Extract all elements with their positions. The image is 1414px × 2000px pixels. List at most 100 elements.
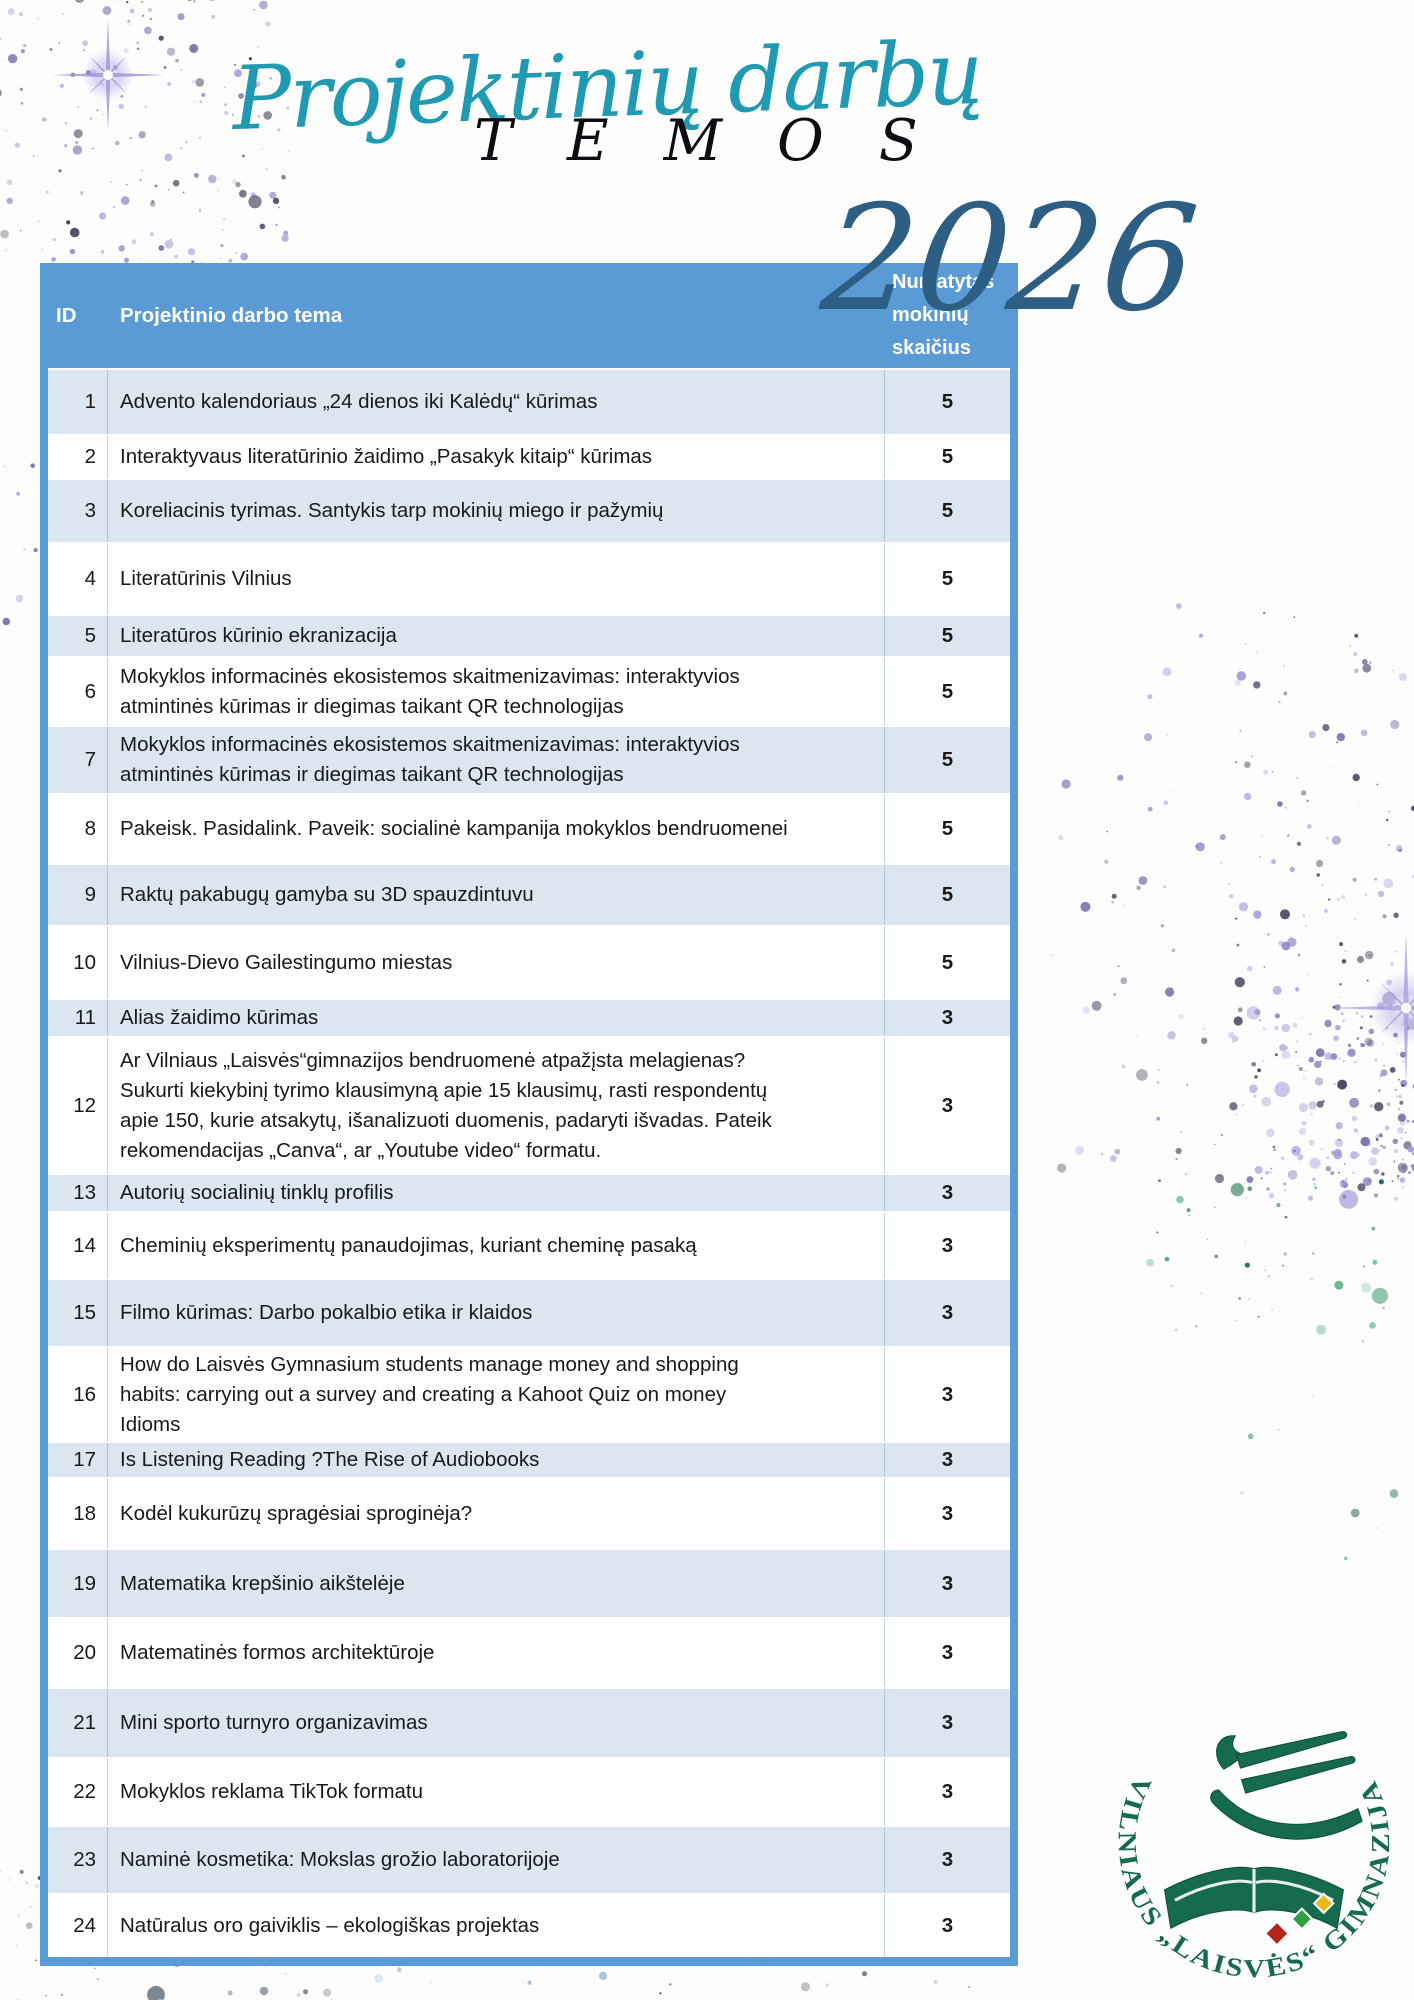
row-count: 5 xyxy=(941,883,954,906)
table-row: 10 Vilnius-Dievo Gailestingumo miestas 5 xyxy=(48,925,1010,998)
row-count: 5 xyxy=(941,950,954,974)
table-row: 15 Filmo kūrimas: Darbo pokalbio etika ir… xyxy=(48,1278,1010,1346)
col-header-theme: Projektinio darbo tema xyxy=(120,303,343,327)
row-id: 4 xyxy=(48,544,108,614)
row-id: 2 xyxy=(48,436,108,478)
row-count: 3 xyxy=(941,1711,954,1734)
row-theme: Koreliacinis tyrimas. Santykis tarp moki… xyxy=(108,480,885,542)
table-row: 20 Matematinės formos architektūroje 3 xyxy=(48,1617,1010,1687)
row-theme: How do Laisvės Gymnasium students manage… xyxy=(108,1348,885,1441)
row-theme: Mokyklos reklama TikTok formatu xyxy=(108,1759,885,1825)
table-row: 11 Alias žaidimo kūrimas 3 xyxy=(48,998,1010,1036)
row-count: 3 xyxy=(941,1382,954,1406)
row-count: 3 xyxy=(941,1501,954,1525)
row-count: 3 xyxy=(941,1848,954,1871)
row-count: 3 xyxy=(941,1181,954,1204)
row-theme: Naminė kosmetika: Mokslas grožio laborat… xyxy=(108,1827,885,1893)
table-row: 19 Matematika krepšinio aikštelėje 3 xyxy=(48,1548,1010,1617)
row-id: 21 xyxy=(48,1689,108,1757)
starburst-top-left xyxy=(52,19,164,131)
row-theme: Literatūros kūrinio ekranizacija xyxy=(108,616,885,656)
row-id: 15 xyxy=(48,1280,108,1346)
row-id: 18 xyxy=(48,1479,108,1548)
col-header-id: ID xyxy=(56,303,77,327)
table-row: 7 Mokyklos informacinės ekosistemos skait… xyxy=(48,725,1010,793)
table-row: 16 How do Laisvės Gymnasium students mana… xyxy=(48,1346,1010,1441)
row-theme: Interaktyvaus literatūrinio žaidimo „Pas… xyxy=(108,436,885,478)
row-count: 5 xyxy=(941,567,954,590)
row-id: 7 xyxy=(48,727,108,793)
page-title-year: 2026 xyxy=(815,174,1205,344)
row-theme: Advento kalendoriaus „24 dienos iki Kalė… xyxy=(108,370,885,434)
row-count: 5 xyxy=(941,445,954,468)
row-count: 5 xyxy=(941,748,954,771)
row-count: 3 xyxy=(941,1780,954,1803)
row-id: 20 xyxy=(48,1619,108,1687)
table-row: 22 Mokyklos reklama TikTok formatu 3 xyxy=(48,1757,1010,1825)
table-row: 1 Advento kalendoriaus „24 dienos iki Kal… xyxy=(48,368,1010,434)
row-count: 3 xyxy=(941,1641,954,1664)
row-id: 5 xyxy=(48,616,108,656)
table-row: 21 Mini sporto turnyro organizavimas 3 xyxy=(48,1687,1010,1757)
row-count: 3 xyxy=(941,1233,954,1257)
table-row: 9 Raktų pakabugų gamyba su 3D spauzdintuv… xyxy=(48,863,1010,925)
row-count: 3 xyxy=(941,1301,954,1324)
table-row: 17 Is Listening Reading ?The Rise of Audi… xyxy=(48,1441,1010,1477)
row-theme: Matematinės formos architektūroje xyxy=(108,1619,885,1687)
row-theme: Autorių socialinių tinklų profilis xyxy=(108,1175,885,1211)
row-theme: Raktų pakabugų gamyba su 3D spauzdintuvu xyxy=(108,865,885,925)
row-theme: Matematika krepšinio aikštelėje xyxy=(108,1550,885,1617)
row-id: 3 xyxy=(48,480,108,542)
row-count: 5 xyxy=(941,679,954,703)
row-id: 8 xyxy=(48,795,108,863)
table-row: 8 Pakeisk. Pasidalink. Paveik: socialinė … xyxy=(48,793,1010,863)
row-theme: Cheminių eksperimentų panaudojimas, kuri… xyxy=(108,1213,885,1278)
row-theme: Mokyklos informacinės ekosistemos skaitm… xyxy=(108,727,885,793)
row-theme: Mini sporto turnyro organizavimas xyxy=(108,1689,885,1757)
row-theme: Filmo kūrimas: Darbo pokalbio etika ir k… xyxy=(108,1280,885,1346)
row-count: 5 xyxy=(941,817,954,840)
table-row: 5 Literatūros kūrinio ekranizacija 5 xyxy=(48,614,1010,656)
table-row: 2 Interaktyvaus literatūrinio žaidimo „Pa… xyxy=(48,434,1010,478)
table-row: 3 Koreliacinis tyrimas. Santykis tarp mok… xyxy=(48,478,1010,542)
page-title-caps: TEMOS xyxy=(474,108,973,174)
table-row: 23 Naminė kosmetika: Mokslas grožio labor… xyxy=(48,1825,1010,1893)
row-theme: Kodėl kukurūzų spragėsiai sproginėja? xyxy=(108,1479,885,1548)
table-row: 14 Cheminių eksperimentų panaudojimas, ku… xyxy=(48,1211,1010,1278)
row-id: 23 xyxy=(48,1827,108,1893)
row-count: 3 xyxy=(941,1006,954,1029)
row-count: 5 xyxy=(941,499,954,522)
row-id: 24 xyxy=(48,1895,108,1957)
table-row: 6 Mokyklos informacinės ekosistemos skait… xyxy=(48,656,1010,725)
row-id: 11 xyxy=(48,1000,108,1036)
row-id: 17 xyxy=(48,1443,108,1477)
row-id: 16 xyxy=(48,1348,108,1441)
table-row: 24 Natūralus oro gaiviklis – ekologiškas … xyxy=(48,1893,1010,1957)
table-row: 4 Literatūrinis Vilnius 5 xyxy=(48,542,1010,614)
row-id: 19 xyxy=(48,1550,108,1617)
table-header-row: ID Projektinio darbo tema Numatytas moki… xyxy=(48,263,1010,368)
row-count: 5 xyxy=(941,390,954,413)
row-count: 5 xyxy=(941,624,954,647)
starburst-right-edge xyxy=(1330,932,1414,1084)
row-theme: Pakeisk. Pasidalink. Paveik: socialinė k… xyxy=(108,795,885,863)
row-theme: Is Listening Reading ?The Rise of Audiob… xyxy=(108,1443,885,1477)
row-theme: Natūralus oro gaiviklis – ekologiškas pr… xyxy=(108,1895,885,1957)
table-body: 1 Advento kalendoriaus „24 dienos iki Kal… xyxy=(48,368,1010,1957)
row-theme: Ar Vilniaus „Laisvės“gimnazijos bendruom… xyxy=(108,1038,885,1173)
logo-dove-book-emblem xyxy=(1163,1731,1363,1947)
table-row: 18 Kodėl kukurūzų spragėsiai sproginėja? 3 xyxy=(48,1477,1010,1548)
row-id: 9 xyxy=(48,865,108,925)
row-id: 22 xyxy=(48,1759,108,1825)
row-count: 3 xyxy=(941,1093,954,1117)
row-count: 3 xyxy=(941,1914,954,1937)
row-count: 3 xyxy=(941,1448,954,1471)
row-theme: Mokyklos informacinės ekosistemos skaitm… xyxy=(108,658,885,725)
table-row: 13 Autorių socialinių tinklų profilis 3 xyxy=(48,1173,1010,1211)
row-id: 14 xyxy=(48,1213,108,1278)
col-header-count: Numatytas mokinių skaičius xyxy=(892,271,995,359)
row-id: 10 xyxy=(48,927,108,998)
row-id: 12 xyxy=(48,1038,108,1173)
table-row: 12 Ar Vilniaus „Laisvės“gimnazijos bendru… xyxy=(48,1036,1010,1173)
